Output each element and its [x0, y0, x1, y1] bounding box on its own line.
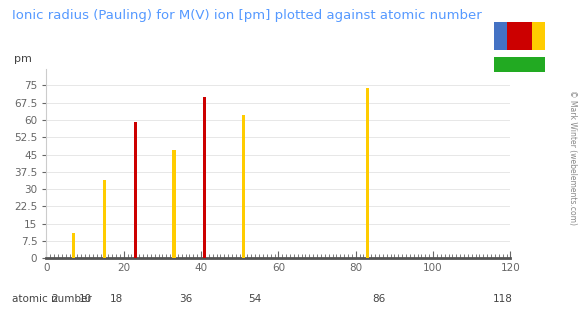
Text: © Mark Winter (webelements.com): © Mark Winter (webelements.com): [568, 90, 577, 225]
Text: 2: 2: [51, 294, 57, 304]
Bar: [204, 97, 206, 258]
Text: 10: 10: [78, 294, 92, 304]
Bar: [366, 88, 369, 258]
Text: pm: pm: [14, 54, 32, 64]
Bar: [134, 122, 137, 258]
Bar: [242, 115, 245, 258]
Text: 36: 36: [179, 294, 192, 304]
Text: 118: 118: [493, 294, 513, 304]
Bar: [103, 180, 106, 258]
Bar: [72, 233, 75, 258]
Text: atomic number: atomic number: [12, 294, 92, 304]
Text: Ionic radius (Pauling) for M(V) ion [pm] plotted against atomic number: Ionic radius (Pauling) for M(V) ion [pm]…: [12, 9, 481, 22]
Text: 54: 54: [249, 294, 262, 304]
Text: 18: 18: [110, 294, 122, 304]
Bar: [172, 150, 176, 258]
Text: 86: 86: [372, 294, 386, 304]
